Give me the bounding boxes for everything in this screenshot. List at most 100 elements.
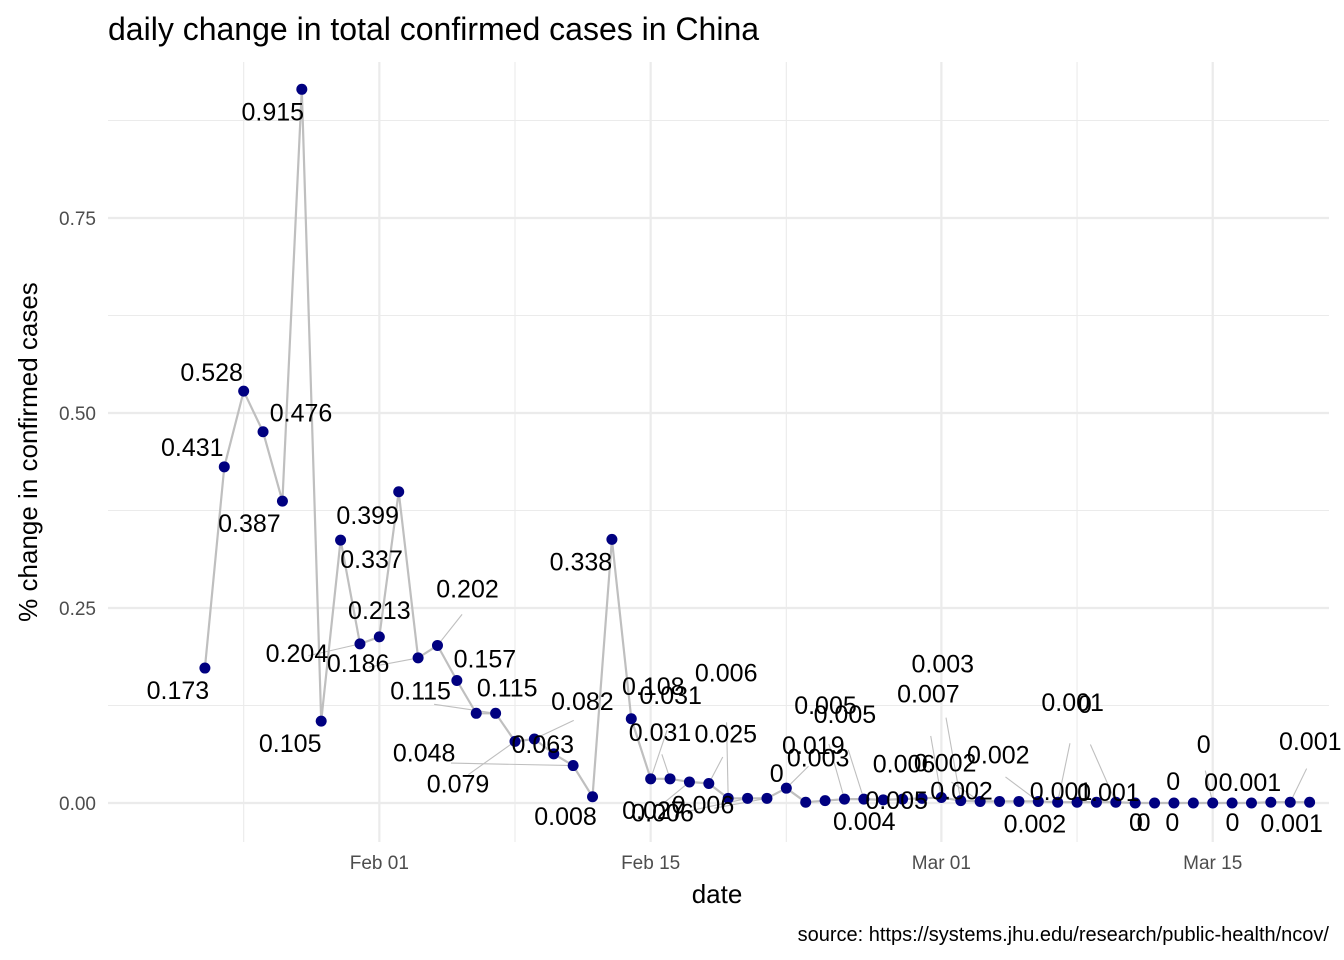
- data-label: 0.387: [218, 510, 281, 538]
- data-point: [1304, 796, 1316, 808]
- data-label: 0.186: [327, 650, 390, 678]
- label-leader-line: [434, 703, 496, 714]
- data-label: 0.005: [794, 692, 857, 720]
- label-leader-line: [659, 781, 690, 807]
- data-point: [819, 795, 831, 807]
- data-point: [1245, 797, 1257, 809]
- data-point: [955, 795, 967, 807]
- data-label: 0.915: [242, 98, 305, 126]
- data-label: 0: [770, 760, 784, 788]
- data-label: 0.027: [622, 797, 685, 825]
- data-label: 0.019: [782, 732, 845, 760]
- y-tick-label: 0.00: [59, 794, 96, 815]
- data-label: 0.001: [1041, 689, 1104, 717]
- data-point: [645, 773, 657, 785]
- data-label: 0.006: [873, 750, 936, 778]
- data-label: 0.431: [161, 434, 224, 462]
- data-label: 0.001: [1030, 778, 1093, 806]
- label-leader-line: [368, 657, 419, 668]
- data-label: 0.115: [390, 677, 451, 705]
- data-labels: 0.173 0.431 0.528 0.476 0.387 0.915 0.105 0.337…: [147, 98, 1342, 838]
- x-tick-label: Mar 01: [912, 853, 971, 874]
- data-label: 0.005: [865, 787, 928, 815]
- data-label: 0.002: [1004, 810, 1067, 838]
- data-point: [703, 778, 715, 789]
- chart-title: daily change in total confirmed cases in…: [108, 11, 759, 47]
- data-label: 0.202: [436, 575, 499, 603]
- data-label: 0.002: [967, 741, 1030, 769]
- data-point: [1129, 797, 1141, 809]
- label-leader-line: [714, 797, 768, 809]
- label-leader-line: [1204, 770, 1214, 804]
- data-point: [1207, 797, 1219, 809]
- data-label: 0.008: [534, 803, 597, 831]
- label-leader-line: [1089, 744, 1117, 803]
- data-label: 0.006: [672, 791, 735, 819]
- data-point: [935, 792, 947, 804]
- data-label: 0.006: [631, 799, 694, 827]
- data-point: [470, 707, 482, 719]
- data-label: 0.001: [1279, 728, 1342, 756]
- y-axis-ticks: 0.00 0.25 0.50 0.75: [59, 209, 96, 815]
- label-leader-line: [534, 719, 574, 740]
- data-point: [315, 715, 327, 727]
- data-label: 0: [1165, 809, 1179, 837]
- data-point: [742, 792, 754, 804]
- data-point: [1090, 796, 1102, 808]
- y-tick-label: 0.50: [59, 404, 96, 425]
- data-point: [431, 639, 443, 651]
- data-label: 0.337: [340, 546, 403, 574]
- data-label: 0.528: [180, 359, 243, 387]
- data-label: 0: [1129, 809, 1143, 837]
- data-label: 0.001: [1077, 779, 1140, 807]
- x-tick-label: Feb 01: [350, 853, 409, 874]
- y-axis-title: % change in confirmed cases: [13, 282, 43, 622]
- data-point: [1149, 797, 1161, 809]
- data-point: [257, 426, 269, 438]
- data-point: [838, 793, 850, 805]
- data-label: 0.213: [348, 597, 411, 625]
- label-leader-line: [437, 614, 463, 646]
- data-point: [1052, 796, 1064, 808]
- y-tick-label: 0.75: [59, 209, 96, 230]
- data-point: [1013, 795, 1025, 807]
- label-leader-line: [1005, 776, 1039, 802]
- data-point: [1032, 795, 1044, 807]
- data-label: 0: [1137, 809, 1151, 837]
- data-label: 0.002: [930, 777, 993, 805]
- data-point: [354, 638, 366, 650]
- data-point: [800, 796, 812, 808]
- label-leader-line: [1057, 743, 1071, 803]
- label-leader-line: [930, 735, 942, 798]
- data-label: 0.025: [695, 721, 758, 749]
- data-point: [877, 794, 889, 806]
- data-point: [199, 662, 211, 674]
- data-point: [916, 792, 928, 804]
- data-point: [218, 461, 230, 473]
- label-leader-line: [650, 730, 668, 779]
- data-point: [276, 495, 288, 507]
- data-label: 0.048: [393, 740, 456, 768]
- data-label: 0.105: [259, 730, 322, 758]
- data-point: [1284, 796, 1296, 808]
- data-label: 0: [1166, 768, 1180, 796]
- data-point: [335, 534, 347, 546]
- source-caption: source: https://systems.jhu.edu/research…: [798, 924, 1330, 946]
- data-label: 0: [1078, 691, 1092, 719]
- data-point: [1187, 797, 1199, 809]
- data-point: [1071, 796, 1083, 808]
- data-label: 0.031: [629, 719, 692, 747]
- data-label: 0.108: [622, 673, 685, 701]
- x-tick-label: Feb 15: [621, 853, 680, 874]
- data-point: [567, 760, 579, 772]
- data-point: [858, 793, 870, 805]
- data-point: [761, 792, 773, 804]
- label-leader-line: [828, 743, 846, 800]
- data-label: 0.005: [814, 701, 877, 729]
- label-leader-line: [450, 762, 574, 767]
- data-label: 0.002: [914, 749, 977, 777]
- data-point: [625, 713, 637, 725]
- data-label: 0.001: [1260, 810, 1323, 838]
- data-point: [548, 748, 560, 760]
